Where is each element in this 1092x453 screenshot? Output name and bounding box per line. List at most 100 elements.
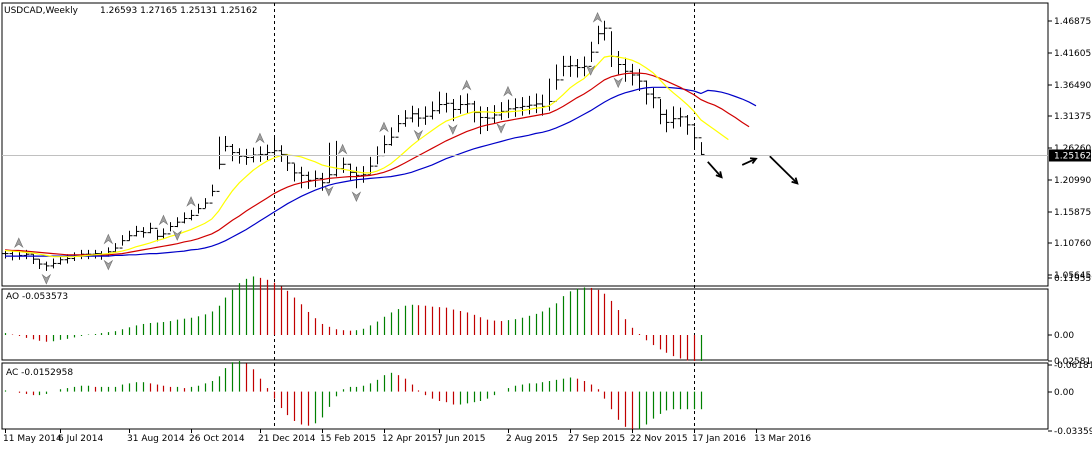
ohlc-bar (553, 64, 560, 102)
forecast-arrow-shaft (741, 157, 757, 166)
forecast-arrow-icon (769, 155, 799, 185)
ohlc-bar (498, 102, 505, 120)
ohlc-bar (491, 105, 498, 124)
price-axis-label: 1.15875 (1054, 208, 1091, 218)
ohlc-bar (360, 166, 367, 183)
ohlc-bar (243, 148, 250, 165)
ohlc-bar (684, 115, 691, 135)
ohlc-bar (271, 135, 278, 159)
ohlc-bar (2, 249, 9, 259)
ohlc-bar (450, 98, 457, 122)
ao-indicator-label: AO -0.053573 (6, 292, 68, 302)
ohlc-bar (560, 55, 567, 81)
ohlc-bar (222, 135, 229, 165)
ohlc-bar (636, 68, 643, 91)
ohlc-bar (347, 163, 354, 181)
ohlc-bar (691, 124, 698, 148)
price-axis-label: 1.31375 (1054, 112, 1091, 122)
chart-ohlc-values: 1.26593 1.27165 1.25131 1.25162 (100, 6, 257, 16)
ohlc-bar (443, 92, 450, 113)
fractal-up-icon (503, 85, 513, 97)
ohlc-bar (291, 162, 298, 182)
fractal-up-icon (255, 132, 265, 144)
forecast-arrow-head (749, 157, 758, 165)
fractal-up-icon (379, 121, 389, 133)
ac-axis-label: 0.025814 (1054, 357, 1092, 367)
fractal-down-icon (613, 77, 623, 89)
ao-axis-label: -0.061817 (1054, 361, 1092, 371)
current-price-tag (1049, 149, 1091, 162)
time-axis-label: 22 Nov 2015 (630, 434, 688, 444)
fractal-up-icon (186, 196, 196, 207)
ohlc-bar (429, 101, 436, 120)
ohlc-bar (422, 106, 429, 125)
fractal-down-icon (324, 185, 334, 197)
ohlc-bar (333, 140, 340, 177)
ohlc-bar (98, 251, 105, 260)
ohlc-bar (284, 153, 291, 172)
ac-indicator-label: AC -0.0152958 (6, 368, 73, 378)
ohlc-bar (663, 109, 670, 133)
time-axis-label: 27 Sep 2015 (568, 434, 625, 444)
ohlc-bar (457, 95, 464, 114)
fractal-down-icon (413, 129, 424, 141)
ohlc-bar (670, 106, 677, 129)
ohlc-bar (216, 136, 223, 192)
ohlc-bar (657, 97, 664, 125)
ohlc-bar (622, 57, 629, 82)
ohlc-bar (264, 144, 271, 160)
ohlc-bar (374, 146, 381, 167)
ohlc-bar (181, 212, 188, 224)
ohlc-bar (436, 91, 443, 114)
time-axis-label: 6 Jul 2014 (58, 434, 103, 444)
ohlc-bar (409, 105, 416, 123)
ohlc-bar (174, 217, 181, 228)
ohlc-bar (140, 227, 147, 238)
time-axis-label: 7 Jun 2015 (437, 434, 485, 444)
fractal-up-icon (103, 233, 114, 245)
ohlc-bar (229, 143, 236, 162)
ohlc-bar (112, 243, 119, 253)
price-axis-label: 1.20990 (1054, 176, 1091, 186)
fractal-up-icon (592, 11, 603, 23)
price-axis-label: 1.10760 (1054, 239, 1091, 249)
chart-symbol-title: USDCAD,Weekly (4, 6, 79, 16)
ohlc-bar (402, 110, 409, 127)
ohlc-bar (305, 171, 312, 189)
time-axis-label: 15 Feb 2015 (320, 434, 376, 444)
fractal-down-icon (351, 191, 362, 203)
ohlc-bar (133, 225, 140, 237)
ma-fast-line (4, 55, 729, 258)
ohlc-bar (698, 137, 705, 156)
forecast-arrow-shaft (707, 161, 723, 178)
ohlc-bar (160, 228, 167, 239)
ohlc-bar (353, 166, 360, 189)
ohlc-bar (505, 99, 512, 119)
ohlc-bar (484, 107, 491, 132)
ohlc-bar (167, 222, 174, 235)
ma-slow-line (5, 86, 757, 257)
ohlc-bar (340, 157, 347, 173)
fractal-up-icon (337, 143, 348, 155)
fractal-down-icon (496, 123, 506, 134)
time-axis-label: 2 Aug 2015 (506, 434, 558, 444)
ohlc-bar (209, 184, 216, 204)
fractal-down-icon (585, 65, 596, 76)
ohlc-bar (567, 55, 574, 77)
fractal-down-icon (448, 124, 458, 135)
ac-axis-label: -0.033595 (1054, 427, 1092, 437)
fractal-down-icon (172, 230, 182, 241)
ohlc-bar (257, 146, 264, 162)
time-axis-label: 26 Oct 2014 (189, 434, 245, 444)
price-axis-label: 1.26260 (1054, 144, 1091, 154)
ohlc-bar (519, 97, 526, 116)
time-axis-label: 17 Jan 2016 (692, 434, 746, 444)
price-axis-label: 1.05645 (1054, 271, 1091, 281)
ohlc-bar (312, 170, 319, 188)
ohlc-bar (601, 20, 608, 41)
ohlc-bar (650, 87, 657, 109)
ohlc-bar (588, 41, 595, 67)
ao-axis-label: 0.119559 (1054, 274, 1092, 284)
